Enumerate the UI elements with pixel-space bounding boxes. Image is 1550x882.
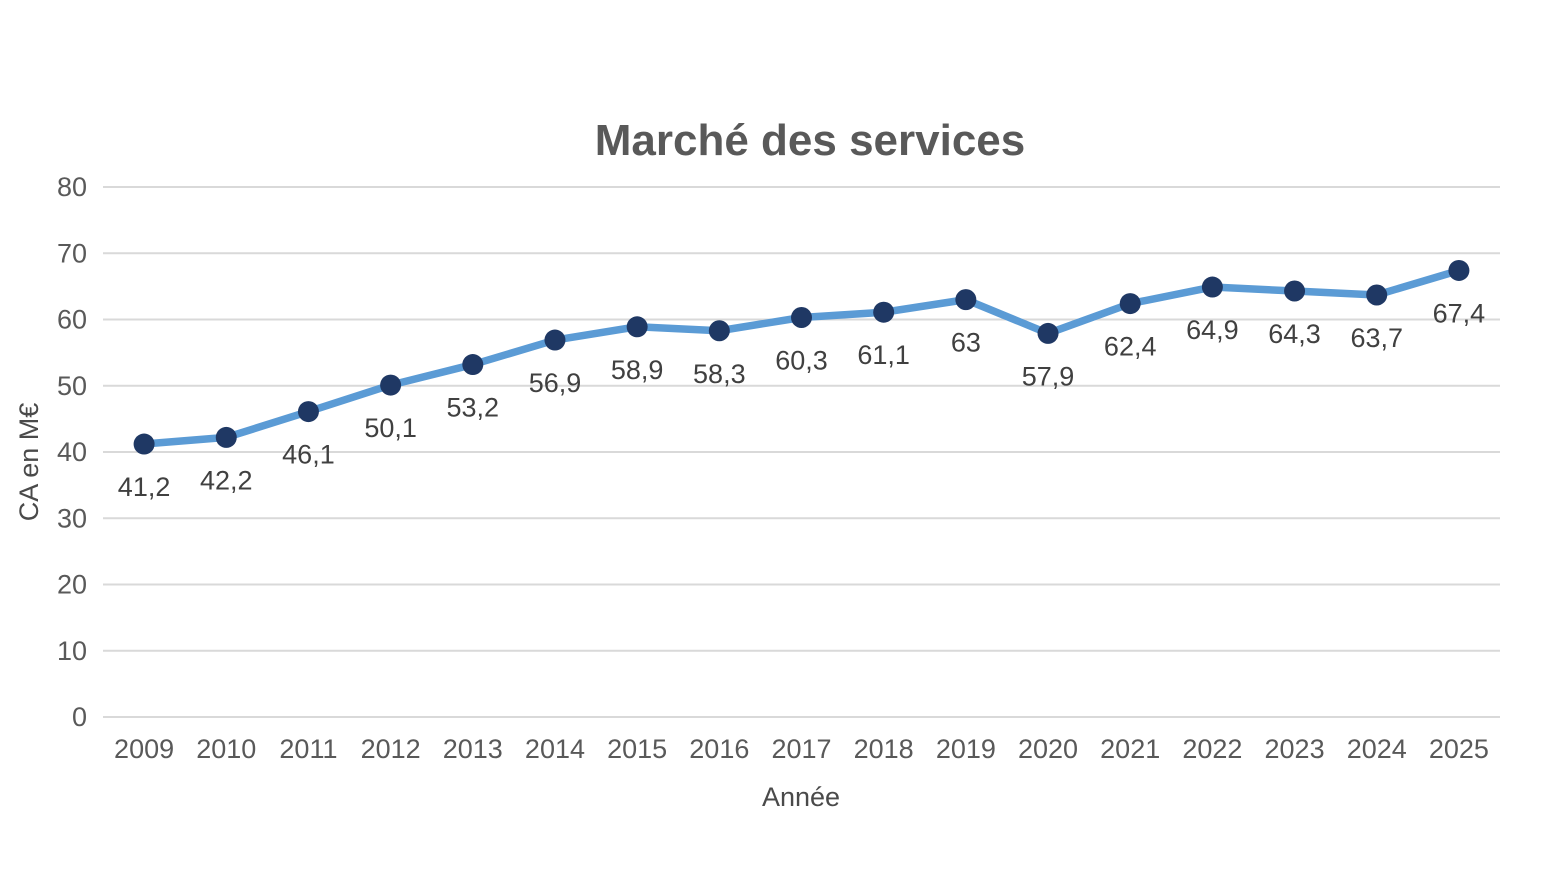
data-point-marker: [380, 374, 402, 396]
data-point-marker: [1448, 259, 1470, 281]
y-tick-label: 80: [57, 172, 87, 202]
x-tick-label: 2021: [1100, 734, 1160, 764]
y-tick-label: 60: [57, 305, 87, 335]
x-tick-label: 2011: [279, 734, 337, 764]
y-axis-tick-labels: 0 10 20 30 40 50 60 70 80: [57, 172, 87, 732]
data-point-label: 58,9: [611, 355, 664, 385]
data-point-label: 58,3: [693, 359, 746, 389]
y-tick-label: 50: [57, 371, 87, 401]
data-point-label: 42,2: [200, 465, 253, 495]
data-point-label: 63: [951, 328, 981, 358]
data-point-marker: [1037, 322, 1059, 344]
data-point-label: 60,3: [775, 346, 828, 376]
data-point-label: 50,1: [364, 413, 417, 443]
chart-title: Marché des services: [595, 116, 1026, 165]
data-point-marker: [955, 289, 977, 311]
x-tick-label: 2017: [771, 734, 831, 764]
data-point-marker: [873, 301, 895, 323]
data-point-marker: [791, 307, 812, 329]
x-tick-label: 2013: [443, 734, 503, 764]
x-axis-tick-labels: 2009 2010 2011 2012 2013 2014 2015 2016 2017 2018…: [114, 734, 1489, 764]
x-tick-label: 2009: [114, 734, 174, 764]
x-axis-title: Année: [762, 782, 840, 812]
x-tick-label: 2022: [1182, 734, 1242, 764]
data-point-marker: [626, 316, 648, 338]
data-point-marker: [1366, 284, 1388, 306]
x-tick-label: 2018: [854, 734, 914, 764]
data-series-group: [133, 259, 1470, 455]
data-point-marker: [1284, 280, 1306, 302]
x-tick-label: 2012: [361, 734, 421, 764]
data-point-marker: [544, 329, 566, 351]
data-point-label: 64,3: [1268, 319, 1321, 349]
x-tick-label: 2016: [689, 734, 749, 764]
y-tick-label: 20: [57, 570, 87, 600]
y-axis-title: CA en M€: [14, 403, 44, 522]
data-point-label: 62,4: [1104, 332, 1157, 362]
data-point-marker: [133, 433, 155, 455]
y-tick-label: 40: [57, 437, 87, 467]
y-tick-label: 10: [57, 636, 87, 666]
data-point-marker: [297, 401, 319, 423]
x-tick-label: 2019: [936, 734, 996, 764]
x-tick-label: 2014: [525, 734, 585, 764]
gridlines-group: [103, 186, 1500, 718]
y-tick-label: 70: [57, 238, 87, 268]
data-point-label: 67,4: [1433, 298, 1486, 328]
data-point-label: 56,9: [529, 368, 582, 398]
y-tick-label: 0: [72, 702, 87, 732]
x-tick-label: 2015: [607, 734, 667, 764]
x-tick-label: 2023: [1265, 734, 1325, 764]
y-tick-label: 30: [57, 503, 87, 533]
data-point-label: 53,2: [447, 393, 500, 423]
data-point-label: 41,2: [118, 472, 171, 502]
data-point-marker: [215, 426, 237, 448]
data-point-marker: [1201, 276, 1223, 298]
data-point-label: 63,7: [1350, 323, 1403, 353]
x-tick-label: 2025: [1429, 734, 1489, 764]
data-point-label: 61,1: [857, 340, 910, 370]
data-point-marker: [708, 320, 730, 342]
x-tick-label: 2020: [1018, 734, 1078, 764]
x-tick-label: 2024: [1347, 734, 1407, 764]
data-point-marker: [462, 354, 484, 376]
data-point-label: 57,9: [1022, 361, 1075, 391]
data-point-label: 46,1: [282, 440, 335, 470]
data-labels-group: 41,2 42,2 46,1 50,1 53,2 56,9 58,9 58,3 60,3 61,1…: [118, 298, 1485, 502]
data-point-marker: [1119, 293, 1141, 315]
data-point-label: 64,9: [1186, 315, 1239, 345]
x-tick-label: 2010: [196, 734, 256, 764]
